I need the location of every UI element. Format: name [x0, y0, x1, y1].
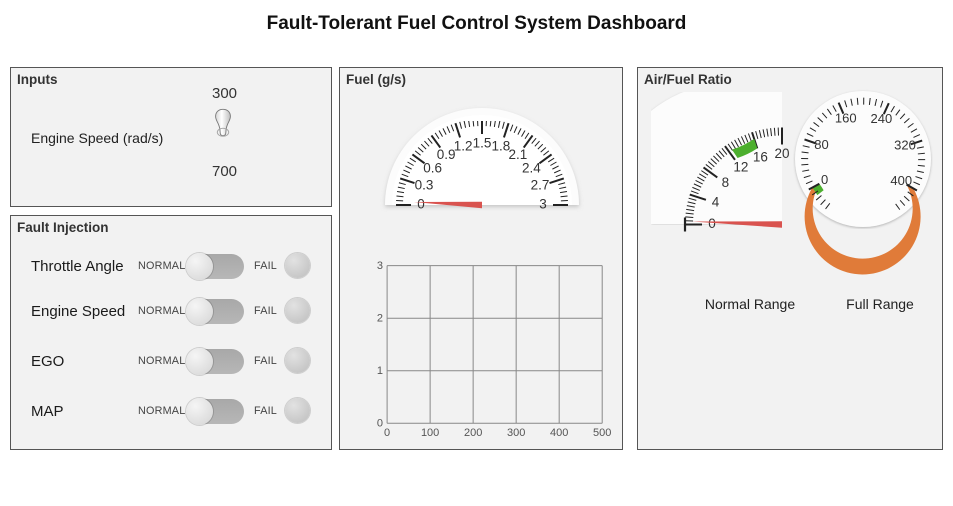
- svg-text:0: 0: [384, 427, 390, 439]
- svg-text:200: 200: [464, 427, 482, 439]
- svg-text:3: 3: [377, 260, 383, 272]
- svg-text:160: 160: [835, 111, 857, 126]
- svg-text:100: 100: [421, 427, 439, 439]
- svg-text:0: 0: [377, 418, 383, 430]
- svg-text:240: 240: [870, 111, 892, 126]
- svg-text:2: 2: [377, 313, 383, 325]
- svg-text:400: 400: [550, 427, 568, 439]
- svg-text:80: 80: [814, 137, 828, 152]
- svg-text:0: 0: [821, 172, 828, 187]
- svg-text:320: 320: [894, 138, 916, 153]
- svg-text:1: 1: [377, 365, 383, 377]
- svg-text:500: 500: [593, 427, 611, 439]
- svg-text:400: 400: [890, 173, 912, 188]
- svg-text:300: 300: [507, 427, 525, 439]
